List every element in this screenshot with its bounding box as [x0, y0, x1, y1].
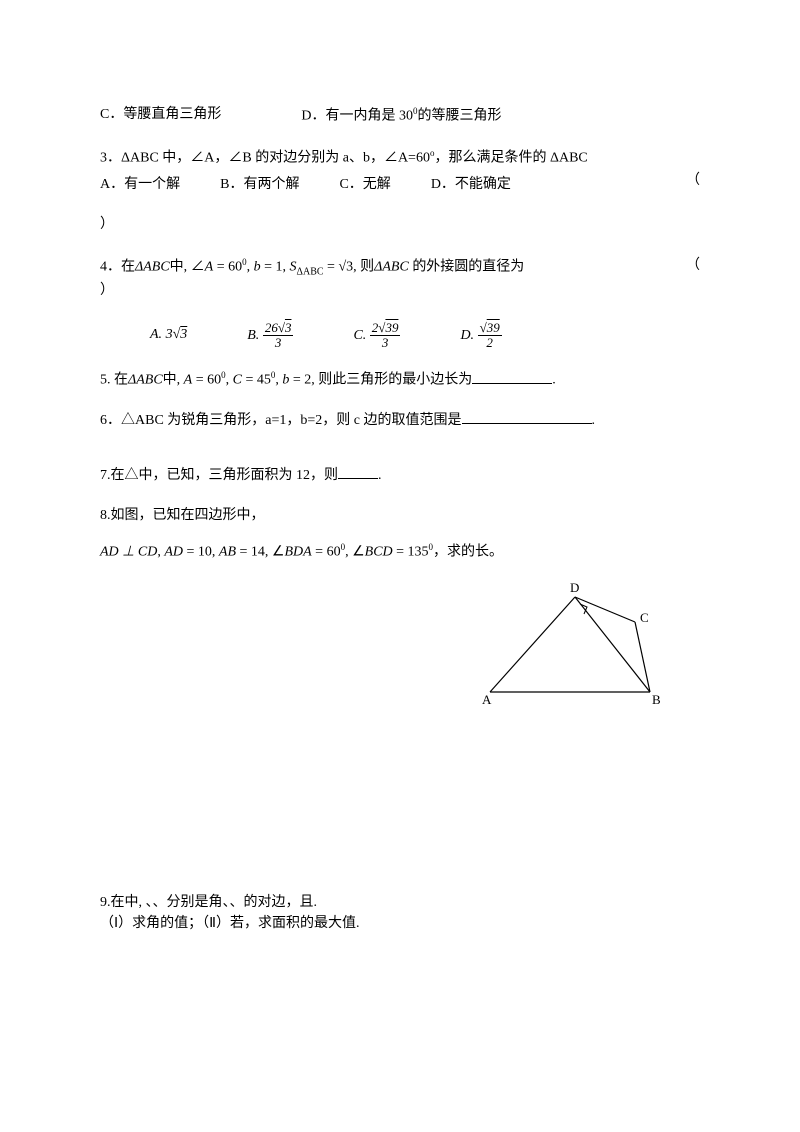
- question-6: 6．△ABC 为锐角三角形，a=1，b=2，则 c 边的取值范围是.: [100, 410, 700, 432]
- q9-line2: （Ⅰ）求角的值；（Ⅱ）若，求面积的最大值.: [100, 913, 700, 934]
- question-2-options: C．等腰直角三角形 D．有一内角是 300的等腰三角形: [100, 104, 700, 128]
- q4-options: A. 3√3 B. 26√3 3 C. 2√39 3 D. √39 2: [100, 321, 700, 351]
- q6-blank: [462, 410, 592, 424]
- q4-opt-a: A. 3√3: [150, 324, 187, 346]
- question-8: 8.如图，已知在四边形中， AD ⊥ CD, AD = 10, AB = 14,…: [100, 505, 700, 563]
- q8-line1: 8.如图，已知在四边形中，: [100, 505, 700, 527]
- q3-opt-d: D．不能确定: [431, 174, 511, 196]
- q9-line1: 9.在中, 、、分别是角、、的对边，且.: [100, 892, 700, 913]
- diagram-label-a: A: [482, 692, 492, 707]
- diagram-label-c: C: [640, 610, 649, 625]
- q4-opt-row: A. 3√3 B. 26√3 3 C. 2√39 3 D. √39 2: [150, 321, 700, 351]
- q3-opts: A．有一个解 B．有两个解 C．无解 D．不能确定: [100, 174, 511, 196]
- diagram-label-b: B: [652, 692, 661, 707]
- q2-opt-c: C．等腰直角三角形: [100, 104, 221, 128]
- question-9: 9.在中, 、、分别是角、、的对边，且. （Ⅰ）求角的值；（Ⅱ）若，求面积的最大…: [100, 892, 700, 934]
- q3-opt-c: C．无解: [339, 174, 390, 196]
- question-3: 3．ΔABC 中，∠A，∠B 的对边分别为 a、b，∠A=60o，那么满足条件的…: [100, 146, 700, 196]
- q3-option-row: A．有一个解 B．有两个解 C．无解 D．不能确定 （: [100, 170, 700, 196]
- q2-option-row: C．等腰直角三角形 D．有一内角是 300的等腰三角形: [100, 104, 700, 128]
- q2-opt-d: D．有一内角是 300的等腰三角形: [301, 104, 501, 128]
- q8-math-line: AD ⊥ CD, AD = 10, AB = 14, ∠BDA = 600, ∠…: [100, 540, 700, 564]
- q4-opt-b: B. 26√3 3: [247, 321, 293, 351]
- q5-blank: [472, 370, 552, 384]
- q8-diagram: A B C D: [470, 582, 670, 712]
- diagram-label-d: D: [570, 582, 579, 595]
- question-7: 7.在△中，已知，三角形面积为 12，则.: [100, 465, 700, 487]
- q8-diagram-container: A B C D: [100, 582, 700, 712]
- q4-opt-c: C. 2√39 3: [353, 321, 400, 351]
- q3-opt-a: A．有一个解: [100, 174, 180, 196]
- q4-paren-close: ）: [100, 280, 700, 302]
- q3-opt-b: B．有两个解: [220, 174, 299, 196]
- question-5: 5. 在ΔABC中, A = 600, C = 450, b = 2, 则此三角…: [100, 368, 700, 392]
- q4-paren-open: （: [686, 255, 700, 280]
- q3-stem: 3．ΔABC 中，∠A，∠B 的对边分别为 a、b，∠A=60o，那么满足条件的…: [100, 146, 700, 170]
- q4-opt-d: D. √39 2: [460, 321, 501, 351]
- q7-blank: [338, 465, 378, 479]
- q4-stem: 4．在ΔABC中, ∠A = 600, b = 1, SΔABC = √3, 则…: [100, 255, 524, 280]
- q3-paren-open: （: [686, 170, 700, 196]
- q3-paren-close: ）: [100, 214, 700, 236]
- spacer: [100, 712, 700, 892]
- q4-stem-row: 4．在ΔABC中, ∠A = 600, b = 1, SΔABC = √3, 则…: [100, 255, 700, 280]
- question-4: 4．在ΔABC中, ∠A = 600, b = 1, SΔABC = √3, 则…: [100, 255, 700, 280]
